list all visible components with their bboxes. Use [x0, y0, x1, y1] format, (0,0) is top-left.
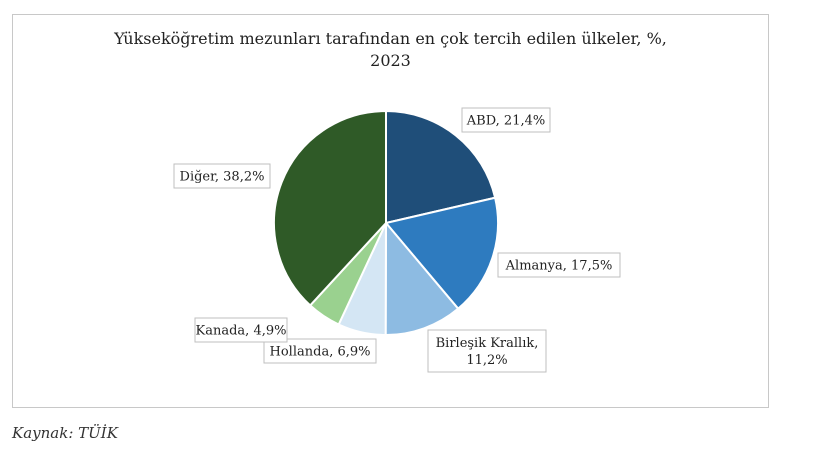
chart-title: Yükseköğretim mezunları tarafından en ço… — [12, 28, 769, 72]
data-label-text: Kanada, 4,9% — [196, 324, 287, 339]
data-label-diger: Diğer, 38,2% — [173, 163, 271, 189]
chart-title-line1: Yükseköğretim mezunları tarafından en ço… — [114, 29, 667, 48]
data-label-text: Almanya, 17,5% — [505, 259, 613, 274]
pie-slice-abd — [385, 109, 497, 225]
data-label-box — [497, 252, 621, 278]
data-label-text: ABD, 21,4% — [466, 114, 545, 129]
data-label-birlesik-krallik: Birleşik Krallık, 11,2% — [427, 329, 547, 373]
chart-title-line2: 2023 — [370, 51, 411, 70]
data-label-text: 11,2% — [466, 353, 507, 368]
data-label-text: Hollanda, 6,9% — [270, 345, 371, 360]
data-label-box — [194, 317, 288, 343]
data-label-text: Birleşik Krallık, — [436, 336, 539, 351]
data-label-box — [173, 163, 271, 189]
pie-slice-almanya — [384, 196, 499, 311]
data-label-abd: ABD, 21,4% — [461, 107, 551, 133]
data-label-text: Diğer, 38,2% — [180, 170, 265, 185]
data-label-hollanda: Hollanda, 6,9% — [263, 338, 377, 364]
data-label-box — [263, 338, 377, 364]
data-label-almanya: Almanya, 17,5% — [497, 252, 621, 278]
data-label-kanada: Kanada, 4,9% — [194, 317, 288, 343]
pie-slice-diger — [273, 109, 387, 307]
pie-slice-birlesik-krallik — [384, 220, 460, 336]
data-label-box — [427, 329, 547, 373]
chart-frame — [12, 14, 769, 408]
source-note: Kaynak: TÜİK — [12, 424, 118, 442]
data-label-box — [461, 107, 551, 133]
